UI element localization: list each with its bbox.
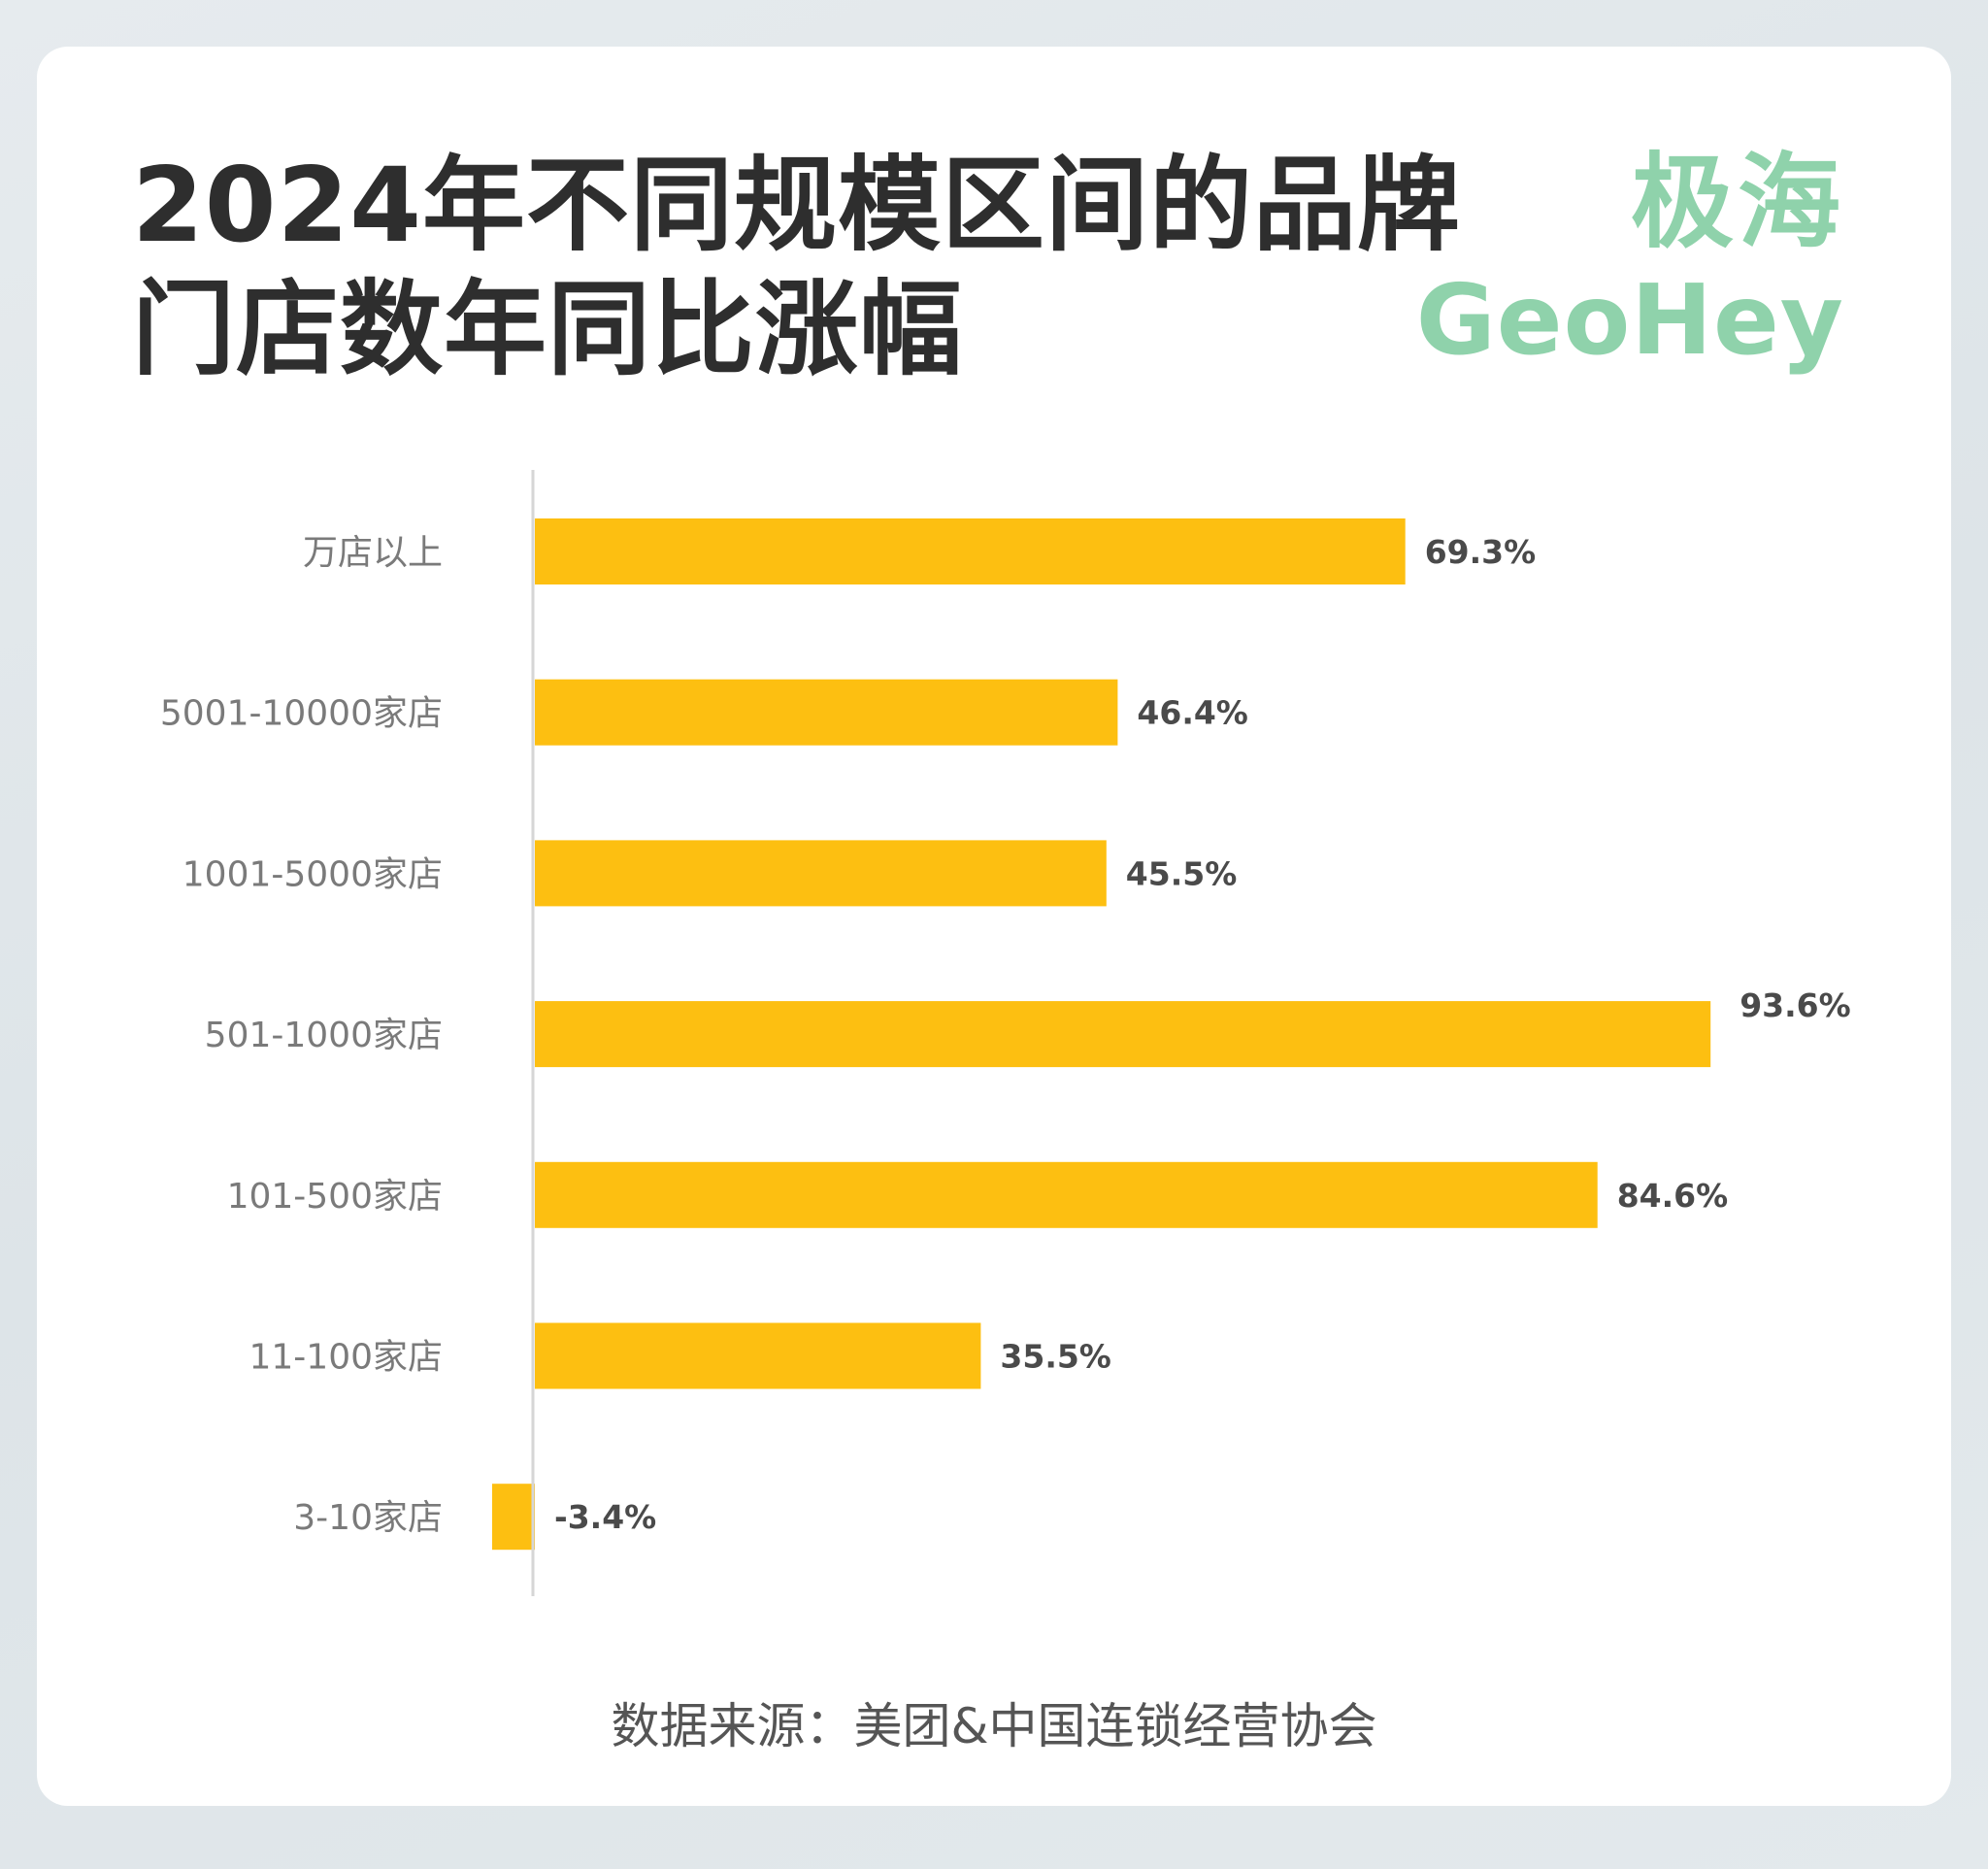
chart-title: 2024年不同规模区间的品牌 门店数年同比涨幅 [132, 144, 1491, 392]
bar-chart: 万店以上 5001-10000家店 1001-5000家店 501-1000家店 101… [160, 470, 1851, 1596]
bar-2 [535, 679, 1118, 746]
bar-5 [535, 1161, 1598, 1228]
value-label-5: 84.6% [1617, 1177, 1729, 1215]
category-label-7: 3-10家店 [293, 1498, 443, 1538]
value-label-3: 45.5% [1126, 854, 1238, 892]
value-label-1: 69.3% [1425, 533, 1537, 571]
category-label-4: 501-1000家店 [205, 1016, 443, 1055]
data-source-note: 数据来源：美团&中国连锁经营协会 [611, 1698, 1377, 1754]
value-label-6: 35.5% [1000, 1338, 1111, 1376]
value-label-7: -3.4% [554, 1498, 656, 1536]
category-label-5: 101-500家店 [227, 1177, 443, 1217]
bar-6 [535, 1322, 981, 1389]
category-label-2: 5001-10000家店 [160, 694, 443, 734]
chart-card: 2024年不同规模区间的品牌 门店数年同比涨幅 极海 GeoHey 万店以上 50… [37, 47, 1951, 1806]
category-label-3: 1001-5000家店 [182, 854, 443, 894]
category-label-6: 11-100家店 [248, 1338, 443, 1378]
bar-4 [535, 1001, 1711, 1068]
brand-name-en: GeoHey [1415, 263, 1844, 377]
bar-3 [535, 840, 1107, 907]
chart-title-line-2: 门店数年同比涨幅 [132, 270, 963, 389]
value-label-2: 46.4% [1137, 694, 1248, 732]
value-label-group: 69.3% 46.4% 45.5% 93.6% 84.6% 35.5% -3.4% [554, 533, 1851, 1536]
category-label-1: 万店以上 [303, 533, 443, 573]
value-label-4: 93.6% [1740, 986, 1851, 1024]
category-label-group: 万店以上 5001-10000家店 1001-5000家店 501-1000家店 101… [160, 533, 443, 1538]
bar-group [492, 518, 1711, 1551]
bar-1 [535, 518, 1406, 584]
brand-name-cn: 极海 [1631, 143, 1844, 262]
chart-title-line-1: 2024年不同规模区间的品牌 [132, 146, 1462, 265]
brand-logo: 极海 GeoHey [1416, 144, 1844, 379]
bar-7 [492, 1484, 535, 1551]
